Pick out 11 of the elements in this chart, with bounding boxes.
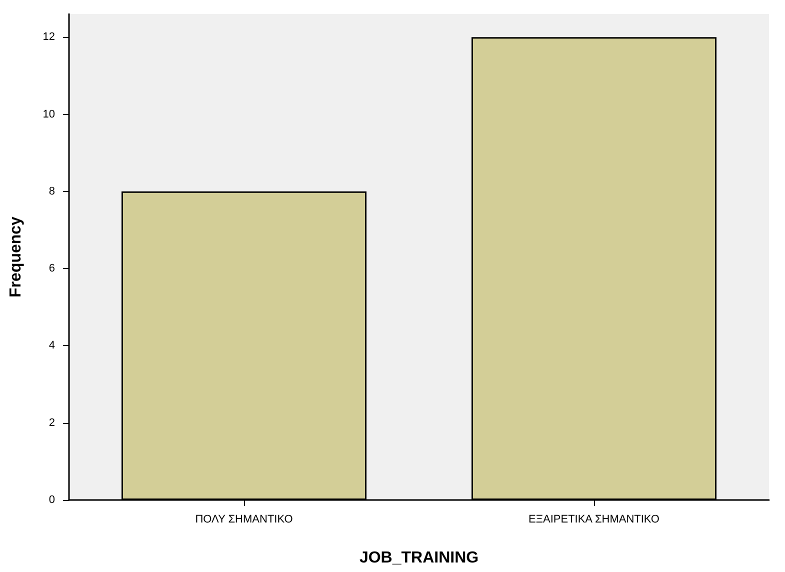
- y-tick-label: 12: [42, 31, 55, 44]
- x-axis-title: JOB_TRAINING: [359, 550, 479, 566]
- y-tick-label: 0: [48, 494, 55, 506]
- y-axis-title: Frequency: [8, 216, 24, 298]
- x-tick-label: ΕΞΑΙΡΕΤΙΚΑ ΣΗΜΑΝΤΙΚΟ: [528, 514, 660, 526]
- y-tick-label: 10: [42, 108, 55, 120]
- y-tick-label: 2: [48, 416, 55, 429]
- y-tick-label: 6: [48, 262, 55, 275]
- y-tick-label: 8: [48, 185, 55, 198]
- x-tick-label: ΠΟΛΥ ΣΗΜΑΝΤΙΚΟ: [195, 514, 294, 526]
- y-tick-label: 4: [48, 340, 55, 352]
